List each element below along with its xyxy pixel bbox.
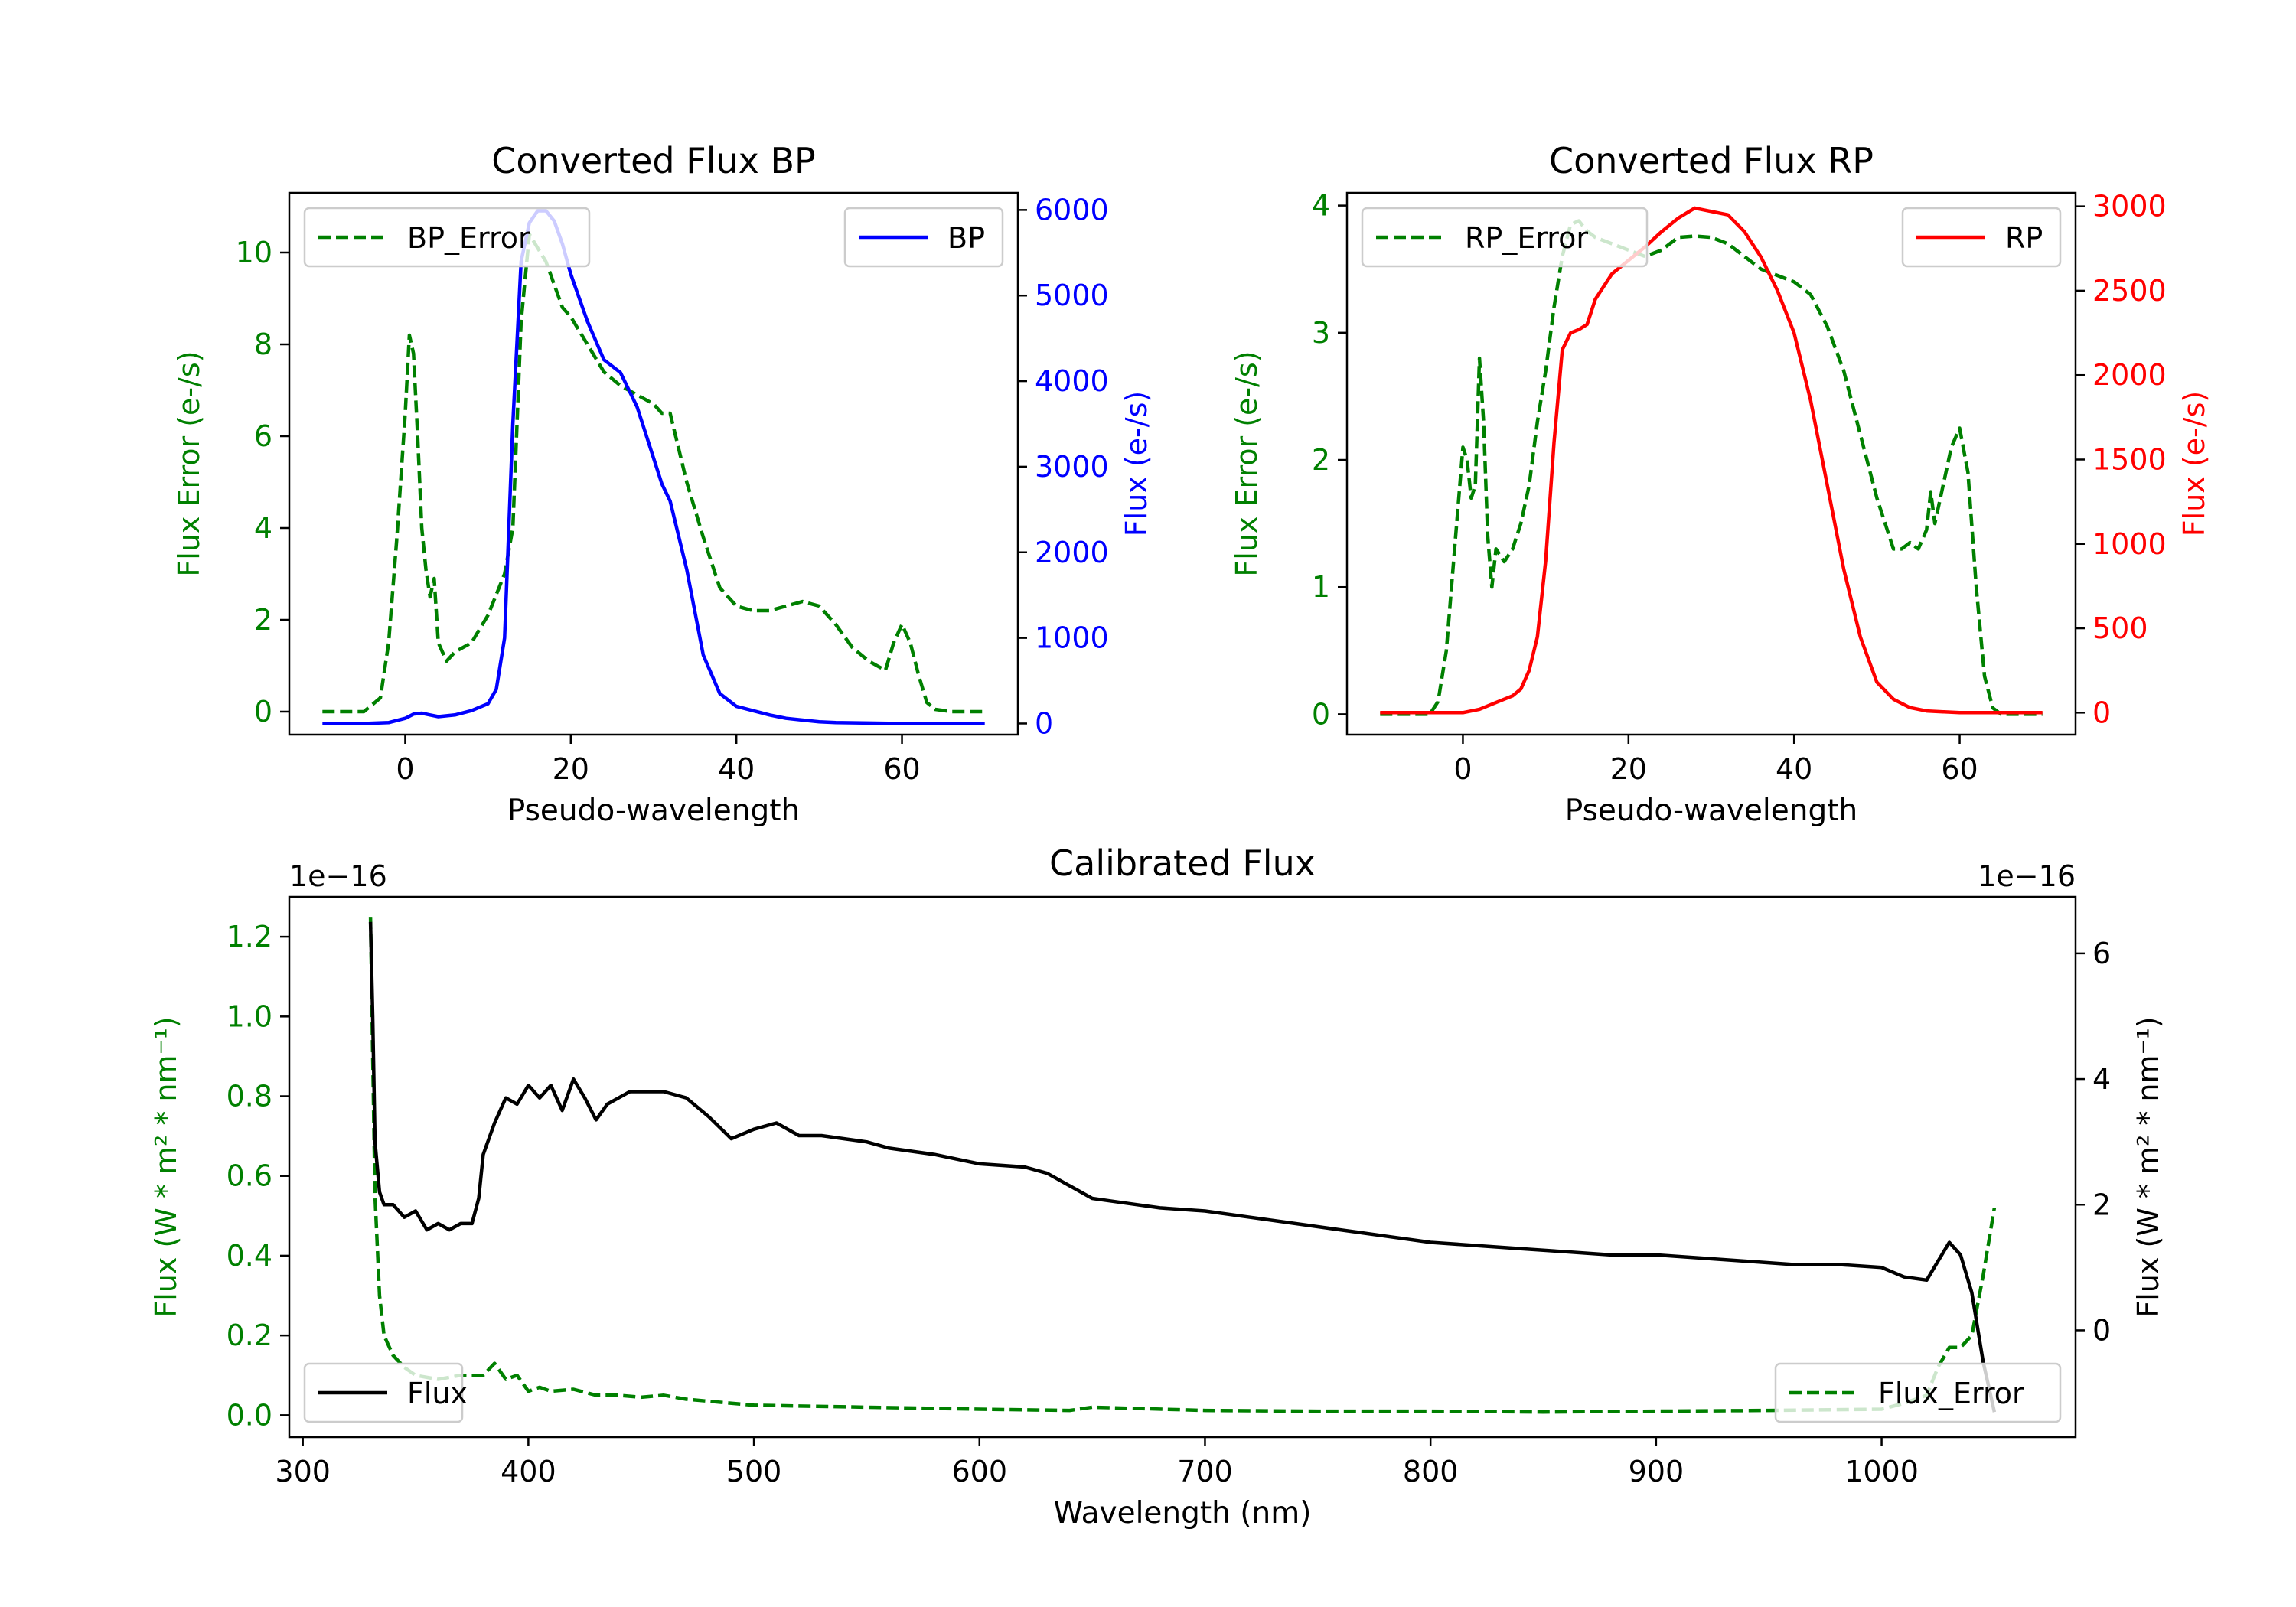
rp-x-tick-label: 20 bbox=[1610, 752, 1647, 786]
bp-left-y-tick-label: 8 bbox=[254, 328, 272, 361]
rp-left-y-axis-label: Flux Error (e-/s) bbox=[1230, 350, 1264, 576]
calibrated-left-y-tick-label: 0.4 bbox=[227, 1239, 272, 1273]
calibrated-x-tick-label: 1000 bbox=[1844, 1455, 1919, 1488]
calibrated-x-axis-label: Wavelength (nm) bbox=[1054, 1496, 1312, 1530]
calibrated-left-y-tick-label: 0.0 bbox=[227, 1398, 272, 1432]
calibrated-legend-flux-error: Flux_Error bbox=[1774, 1362, 2062, 1423]
legend-label: Flux bbox=[407, 1377, 468, 1410]
calibrated-right-y-axis-label: Flux (W * m² * nm⁻¹) bbox=[2131, 1016, 2165, 1317]
bp-left-y-axis-label: Flux Error (e-/s) bbox=[172, 350, 206, 576]
bp-left-y-tick-label: 0 bbox=[254, 695, 272, 729]
rp-x-tick-label: 60 bbox=[1941, 752, 1978, 786]
bp-x-tick-label: 40 bbox=[718, 752, 755, 786]
calibrated-flux-panel: 300 400 500 600 700 800 900 1000 0.0 0.2 0.4 0.6 0.8… bbox=[149, 843, 2165, 1530]
bp-panel: 0 20 40 60 0 2 4 6 8 10 0 1000 2000 3000 4000 5000 6000 C… bbox=[172, 140, 1153, 828]
calibrated-series-flux bbox=[368, 921, 1997, 1413]
bp-x-tick-label: 20 bbox=[553, 752, 589, 786]
bp-left-y-tick-label: 10 bbox=[236, 236, 272, 269]
rp-right-y-tick-label: 2000 bbox=[2092, 358, 2167, 392]
calibrated-right-y-tick-label: 0 bbox=[2092, 1313, 2111, 1347]
calibrated-axes-frame bbox=[288, 895, 2077, 1439]
bp-series-bp bbox=[322, 209, 985, 725]
legend-box bbox=[303, 207, 591, 268]
calibrated-right-y-tick-label: 4 bbox=[2092, 1062, 2111, 1096]
rp-right-y-tick-label: 1500 bbox=[2092, 442, 2167, 476]
rp-left-y-tick-label: 0 bbox=[1312, 697, 1330, 731]
bp-right-y-tick-label: 3000 bbox=[1035, 450, 1109, 484]
rp-chart-title: Converted Flux RP bbox=[1549, 140, 1874, 181]
legend-label: RP bbox=[2005, 221, 2043, 255]
rp-panel: 0 20 40 6001234050010001500200025003000Conv… bbox=[1230, 140, 2211, 828]
rp-left-y-tick-label: 3 bbox=[1312, 316, 1330, 350]
calibrated-x-tick-label: 700 bbox=[1177, 1455, 1233, 1488]
legend-label: RP_Error bbox=[1465, 221, 1588, 255]
rp-left-y-tick-label: 1 bbox=[1312, 570, 1330, 604]
rp-right-y-tick-label: 3000 bbox=[2092, 190, 2167, 223]
bp-x-tick-label: 60 bbox=[883, 752, 920, 786]
bp-left-y-tick-label: 4 bbox=[254, 511, 272, 545]
bp-x-axis-label: Pseudo-wavelength bbox=[507, 794, 800, 828]
calibrated-legend-flux: Flux bbox=[303, 1362, 468, 1423]
rp-right-y-axis-label: Flux (e-/s) bbox=[2177, 391, 2211, 536]
bp-legend-bp-error: BP_Error bbox=[303, 207, 591, 268]
calibrated-x-tick-label: 900 bbox=[1629, 1455, 1684, 1488]
bp-chart-title: Converted Flux BP bbox=[491, 140, 816, 181]
rp-series-rp bbox=[1380, 206, 2043, 715]
calibrated-left-y-tick-label: 0.8 bbox=[227, 1080, 272, 1113]
calibrated-left-y-tick-label: 0.2 bbox=[227, 1319, 272, 1352]
rp-right-y-tick-label: 2500 bbox=[2092, 274, 2167, 308]
legend-label: BP bbox=[947, 221, 985, 255]
calibrated-x-tick-label: 500 bbox=[726, 1455, 782, 1488]
rp-axes-frame bbox=[1345, 191, 2077, 736]
rp-right-y-tick-label: 1000 bbox=[2092, 527, 2167, 561]
calibrated-left-offset-label: 1e−16 bbox=[289, 859, 387, 893]
rp-series-rp-error bbox=[1380, 219, 2043, 716]
calibrated-x-tick-label: 300 bbox=[275, 1455, 331, 1488]
legend-box bbox=[1774, 1362, 2062, 1423]
calibrated-right-y-tick-label: 2 bbox=[2092, 1188, 2111, 1221]
bp-right-y-tick-label: 4000 bbox=[1035, 364, 1109, 398]
calibrated-x-tick-label: 600 bbox=[952, 1455, 1008, 1488]
rp-x-tick-label: 40 bbox=[1776, 752, 1812, 786]
rp-legend-rp-error: RP_Error bbox=[1361, 207, 1649, 268]
bp-right-y-tick-label: 5000 bbox=[1035, 279, 1109, 312]
bp-axes-frame bbox=[288, 191, 1019, 736]
calibrated-left-y-tick-label: 1.0 bbox=[227, 999, 272, 1033]
rp-left-y-tick-label: 2 bbox=[1312, 443, 1330, 477]
calibrated-right-offset-label: 1e−16 bbox=[1978, 859, 2076, 893]
calibrated-x-tick-label: 800 bbox=[1403, 1455, 1459, 1488]
rp-right-y-tick-label: 500 bbox=[2092, 611, 2148, 645]
bp-x-tick-label: 0 bbox=[396, 752, 414, 786]
calibrated-left-y-tick-label: 1.2 bbox=[227, 920, 272, 953]
bp-legend-bp: BP bbox=[843, 207, 1004, 268]
calibrated-chart-title: Calibrated Flux bbox=[1049, 843, 1316, 884]
rp-right-y-tick-label: 0 bbox=[2092, 696, 2111, 729]
calibrated-x-tick-label: 400 bbox=[501, 1455, 556, 1488]
bp-right-y-tick-label: 1000 bbox=[1035, 621, 1109, 655]
bp-series-bp-error bbox=[322, 232, 985, 714]
legend-label: Flux_Error bbox=[1878, 1377, 2024, 1410]
calibrated-left-y-tick-label: 0.6 bbox=[227, 1159, 272, 1193]
bp-left-y-tick-label: 2 bbox=[254, 603, 272, 637]
calibrated-right-y-tick-label: 6 bbox=[2092, 937, 2111, 970]
bp-right-y-tick-label: 2000 bbox=[1035, 536, 1109, 569]
bp-left-y-tick-label: 6 bbox=[254, 419, 272, 453]
calibrated-left-y-axis-label: Flux (W * m² * nm⁻¹) bbox=[149, 1016, 183, 1317]
rp-left-y-tick-label: 4 bbox=[1312, 189, 1330, 223]
rp-x-tick-label: 0 bbox=[1453, 752, 1472, 786]
legend-box bbox=[1361, 207, 1649, 268]
bp-right-y-tick-label: 6000 bbox=[1035, 193, 1109, 227]
rp-legend-rp: RP bbox=[1901, 207, 2062, 268]
bp-right-y-axis-label: Flux (e-/s) bbox=[1120, 391, 1153, 536]
legend-label: BP_Error bbox=[407, 221, 530, 255]
rp-x-axis-label: Pseudo-wavelength bbox=[1565, 794, 1857, 828]
bp-right-y-tick-label: 0 bbox=[1035, 706, 1053, 740]
